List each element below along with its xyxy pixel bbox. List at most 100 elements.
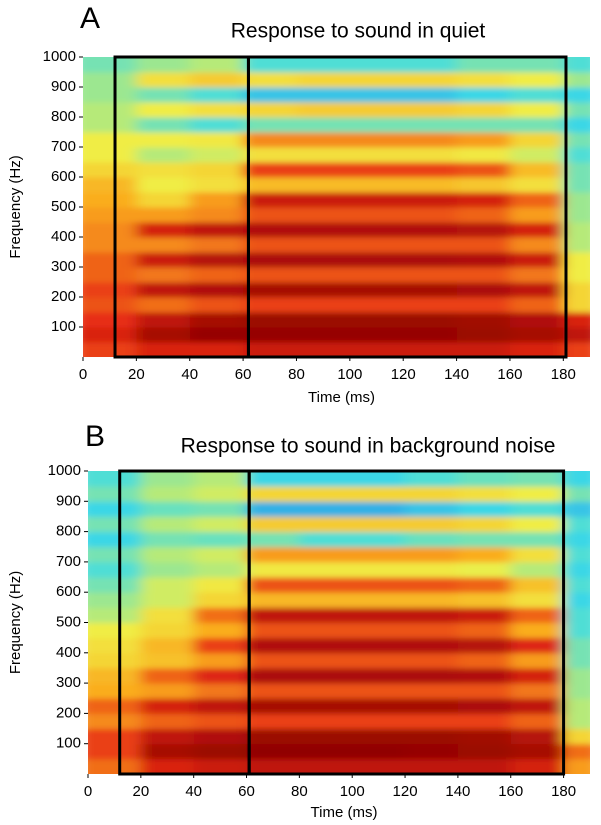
heat-cell — [136, 72, 191, 88]
heat-cell — [563, 713, 590, 730]
heat-cell — [405, 728, 459, 745]
heat-cell — [352, 561, 406, 578]
heat-cell — [83, 297, 137, 313]
heat-cell — [563, 282, 590, 298]
heat-cell — [296, 57, 351, 73]
heat-cell — [88, 561, 142, 578]
heat-cell — [457, 577, 512, 593]
heat-cell — [83, 327, 137, 343]
heat-cell — [352, 501, 406, 517]
heat-cell — [352, 652, 406, 669]
heat-cell — [510, 652, 565, 669]
heat-cell — [246, 622, 300, 639]
heat-cell — [189, 237, 244, 253]
heat-cell — [457, 758, 512, 774]
y-axis-label: Frequency (Hz) — [7, 571, 24, 674]
heat-cell — [563, 743, 590, 760]
heat-cell — [83, 102, 137, 118]
heat-cell — [189, 162, 244, 178]
heat-cell — [299, 637, 353, 654]
heat-cell — [457, 607, 512, 623]
heat-cell — [243, 237, 297, 253]
heat-cell — [349, 237, 404, 253]
heat-cell — [243, 222, 297, 238]
heat-cell — [457, 486, 512, 502]
heat-cell — [456, 87, 511, 103]
heat-cell — [405, 713, 459, 730]
heat-cell — [189, 207, 244, 223]
heat-cell — [140, 698, 195, 714]
heat-cell — [456, 117, 511, 133]
heatmap-cells — [83, 57, 590, 357]
heat-cell — [243, 57, 297, 73]
heat-cell — [83, 312, 137, 328]
heat-cell — [243, 267, 297, 283]
x-tick-label: 140 — [445, 783, 470, 800]
y-tick-label: 700 — [51, 138, 76, 155]
heat-cell — [509, 252, 564, 268]
heat-cell — [510, 607, 565, 623]
heat-cell — [140, 486, 195, 502]
heat-cell — [405, 607, 459, 623]
heat-cell — [243, 207, 297, 223]
heat-cell — [243, 177, 297, 193]
heat-cell — [246, 501, 300, 517]
x-tick-label: 100 — [340, 783, 365, 800]
heat-cell — [456, 222, 511, 238]
heat-cell — [83, 57, 137, 73]
y-tick-label: 100 — [51, 318, 76, 335]
heat-cell — [563, 192, 590, 208]
heat-cell — [563, 297, 590, 313]
heat-cell — [243, 342, 297, 357]
heat-cell — [509, 312, 564, 328]
y-tick-label: 400 — [56, 644, 81, 661]
heat-cell — [563, 117, 590, 133]
heat-cell — [563, 147, 590, 163]
heat-cell — [457, 622, 512, 639]
heat-cell — [563, 592, 590, 608]
heat-cell — [246, 713, 300, 730]
heat-cell — [88, 622, 142, 639]
heat-cell — [403, 132, 458, 148]
heat-cell — [136, 342, 191, 357]
chart-title: Response to sound in quiet — [231, 20, 486, 43]
heat-cell — [88, 637, 142, 654]
heat-cell — [563, 252, 590, 268]
heat-cell — [510, 728, 565, 745]
heat-cell — [296, 327, 351, 343]
x-tick-label: 60 — [235, 366, 252, 383]
heat-cell — [299, 531, 353, 548]
y-tick-label: 1000 — [48, 462, 81, 479]
heat-cell — [563, 102, 590, 118]
y-tick-label: 500 — [56, 613, 81, 630]
heat-cell — [246, 486, 300, 502]
heat-cell — [83, 237, 137, 253]
heat-cell — [403, 297, 458, 313]
heat-cell — [510, 698, 565, 714]
heat-cell — [509, 102, 564, 118]
heat-cell — [563, 652, 590, 669]
heat-cell — [189, 132, 244, 148]
heat-cell — [403, 222, 458, 238]
heat-cell — [193, 713, 248, 730]
heat-cell — [189, 282, 244, 298]
heat-cell — [563, 577, 590, 593]
heat-cell — [193, 546, 248, 563]
heat-cell — [456, 147, 511, 163]
heat-cell — [509, 267, 564, 283]
heat-cell — [456, 267, 511, 283]
heat-cell — [403, 192, 458, 208]
heat-cell — [349, 57, 404, 73]
heat-cell — [140, 652, 195, 669]
heat-cell — [563, 327, 590, 343]
heat-cell — [509, 162, 564, 178]
heat-cell — [246, 471, 300, 487]
heat-cell — [189, 147, 244, 163]
heat-cell — [243, 117, 297, 133]
heat-cell — [88, 516, 142, 533]
x-tick-label: 80 — [288, 366, 305, 383]
heat-cell — [299, 501, 353, 517]
heat-cell — [299, 607, 353, 623]
heat-cell — [456, 282, 511, 298]
heat-cell — [193, 698, 248, 714]
